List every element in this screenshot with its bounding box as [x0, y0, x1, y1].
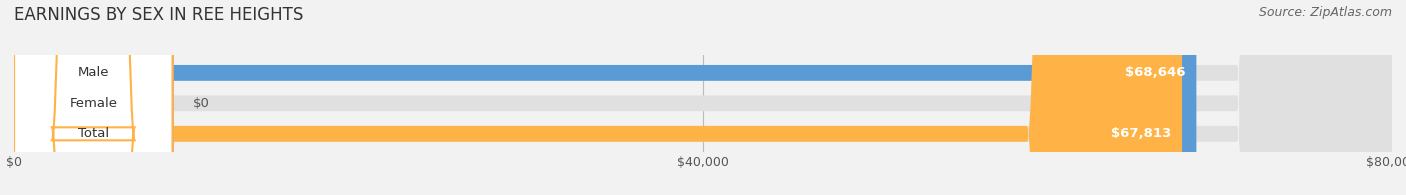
Text: Total: Total [77, 127, 108, 140]
Text: $67,813: $67,813 [1111, 127, 1171, 140]
FancyBboxPatch shape [14, 0, 173, 195]
Text: Female: Female [69, 97, 117, 110]
FancyBboxPatch shape [14, 0, 173, 195]
FancyBboxPatch shape [14, 0, 1392, 195]
Text: Source: ZipAtlas.com: Source: ZipAtlas.com [1258, 6, 1392, 19]
FancyBboxPatch shape [14, 0, 1197, 195]
Text: $68,646: $68,646 [1125, 66, 1185, 79]
Text: EARNINGS BY SEX IN REE HEIGHTS: EARNINGS BY SEX IN REE HEIGHTS [14, 6, 304, 24]
Text: $0: $0 [193, 97, 209, 110]
FancyBboxPatch shape [14, 0, 173, 195]
FancyBboxPatch shape [14, 0, 1392, 195]
FancyBboxPatch shape [14, 0, 1182, 195]
Text: Male: Male [77, 66, 110, 79]
FancyBboxPatch shape [14, 0, 1392, 195]
